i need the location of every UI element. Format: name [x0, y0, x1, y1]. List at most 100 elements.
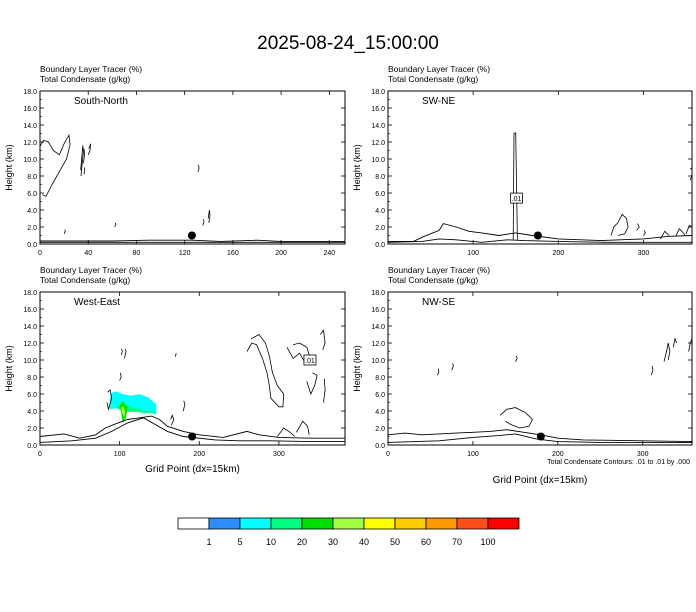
colorbar-label: 5: [237, 537, 242, 547]
colorbar-label: 40: [359, 537, 369, 547]
pbl-line: [388, 429, 692, 443]
location-marker: [188, 432, 197, 441]
panel-west-east: Boundary Layer Tracer (%)Total Condensat…: [4, 265, 346, 475]
x-tick-label: 300: [638, 250, 650, 257]
tracer-fill-30: [121, 405, 126, 418]
x-tick-label: 200: [552, 250, 564, 257]
condensate-contour: [119, 372, 122, 381]
condensate-contour: [451, 363, 454, 371]
condensate-contour: [323, 378, 326, 403]
y-tick-label: 18.0: [371, 89, 385, 96]
condensate-contour: [672, 337, 678, 348]
x-tick-label: 200: [193, 451, 205, 458]
y-tick-label: 14.0: [23, 123, 37, 130]
colorbar-swatch: [425, 517, 458, 530]
y-tick-label: 8.0: [27, 375, 37, 382]
condensate-contour: [512, 132, 518, 240]
y-tick-label: 4.0: [375, 409, 385, 416]
x-tick-label: 200: [275, 250, 287, 257]
x-tick-label: 300: [273, 451, 285, 458]
contour-footnote: Total Condensate Contours: .01 to .01 by…: [547, 459, 690, 466]
condensate-contour: [685, 224, 692, 234]
x-tick-label: 160: [227, 250, 239, 257]
condensate-contour: [276, 427, 296, 437]
x-tick-label: 0: [386, 451, 390, 458]
terrain-line: [40, 417, 345, 443]
condensate-contour: [436, 368, 440, 376]
y-tick-label: 2.0: [27, 225, 37, 232]
y-tick-label: 10.0: [371, 358, 385, 365]
colorbar-label: 100: [480, 537, 495, 547]
pbl-line: [40, 239, 345, 242]
colorbar-swatch: [363, 517, 396, 530]
y-tick-label: 4.0: [27, 409, 37, 416]
pbl-line: [388, 223, 692, 242]
y-tick-label: 2.0: [375, 225, 385, 232]
condensate-contour: [175, 353, 177, 357]
condensate-contour: [207, 209, 211, 223]
panel-label: West-East: [74, 297, 120, 308]
y-tick-label: 0.0: [27, 443, 37, 450]
terrain-line: [388, 433, 692, 443]
condensate-contour: [83, 167, 86, 175]
x-tick-label: 100: [467, 451, 479, 458]
x-tick-label: 100: [467, 250, 479, 257]
panel-label: South-North: [74, 96, 128, 107]
terrain-line: [388, 238, 692, 243]
colorbar-swatch: [270, 517, 303, 530]
y-tick-label: 6.0: [375, 191, 385, 198]
condensate-contour: [306, 372, 318, 396]
contour-label-box: [510, 192, 523, 204]
y-tick-label: 0.0: [375, 443, 385, 450]
y-tick-label: 14.0: [371, 324, 385, 331]
y-tick-label: 6.0: [27, 191, 37, 198]
x-tick-label: 120: [179, 250, 191, 257]
panel-nw-se: Boundary Layer Tracer (%)Total Condensat…: [352, 265, 693, 486]
condensate-contour: [40, 133, 71, 197]
colorbar-label: 60: [421, 537, 431, 547]
condensate-contour: [650, 365, 654, 376]
y-tick-label: 8.0: [27, 174, 37, 181]
condensate-contour: [688, 338, 692, 352]
y-tick-label: 4.0: [375, 208, 385, 215]
y-tick-label: 8.0: [375, 375, 385, 382]
y-tick-label: 8.0: [375, 174, 385, 181]
header-tracer: Boundary Layer Tracer (%): [388, 64, 490, 74]
y-tick-label: 10.0: [371, 157, 385, 164]
y-tick-label: 12.0: [371, 140, 385, 147]
y-tick-label: 0.0: [375, 242, 385, 249]
panel-south-north: Boundary Layer Tracer (%)Total Condensat…: [4, 64, 346, 257]
condensate-contour: [170, 414, 175, 426]
colorbar-label: 50: [390, 537, 400, 547]
condensate-contour: [63, 229, 66, 234]
x-axis-label: Grid Point (dx=15km): [493, 475, 588, 486]
y-tick-label: 16.0: [23, 106, 37, 113]
x-tick-label: 300: [637, 451, 649, 458]
condensate-contour: [106, 388, 113, 411]
plot-area: [388, 132, 692, 243]
condensate-contour: [660, 230, 670, 240]
condensate-contour: [197, 164, 200, 172]
condensate-contour: [610, 213, 629, 236]
y-tick-label: 4.0: [27, 208, 37, 215]
plot-frame: [39, 291, 346, 446]
plot-area: [40, 133, 345, 243]
contour-label: .01: [512, 196, 522, 203]
x-tick-label: 0: [38, 451, 42, 458]
y-tick-label: 0.0: [27, 242, 37, 249]
location-marker: [536, 432, 545, 441]
y-tick-label: 16.0: [23, 307, 37, 314]
colorbar-swatch: [239, 517, 272, 530]
colorbar-label: 30: [328, 537, 338, 547]
header-condensate: Total Condensate (g/kg): [40, 275, 130, 285]
x-tick-label: 200: [552, 451, 564, 458]
plot-frame: [387, 90, 693, 245]
y-tick-label: 10.0: [23, 358, 37, 365]
colorbar-swatch: [394, 517, 427, 530]
y-tick-label: 2.0: [27, 426, 37, 433]
colorbar-swatch: [332, 517, 365, 530]
condensate-contour: [202, 219, 205, 226]
condensate-contour: [643, 230, 646, 236]
panel-sw-ne: Boundary Layer Tracer (%)Total Condensat…: [352, 64, 693, 257]
